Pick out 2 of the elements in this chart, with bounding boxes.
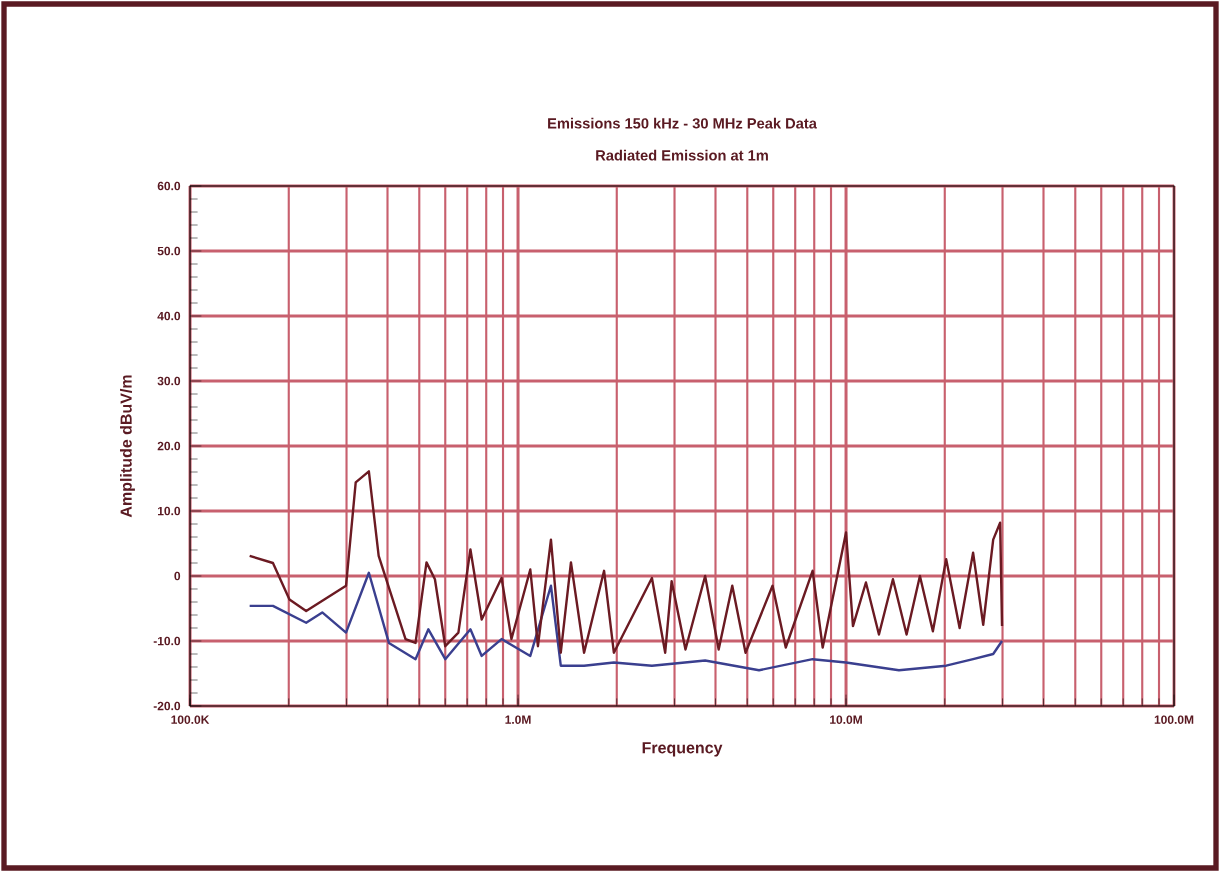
x-axis-title: Frequency <box>642 742 723 757</box>
y-axis-title: Amplitude dBuV/m <box>120 375 135 518</box>
